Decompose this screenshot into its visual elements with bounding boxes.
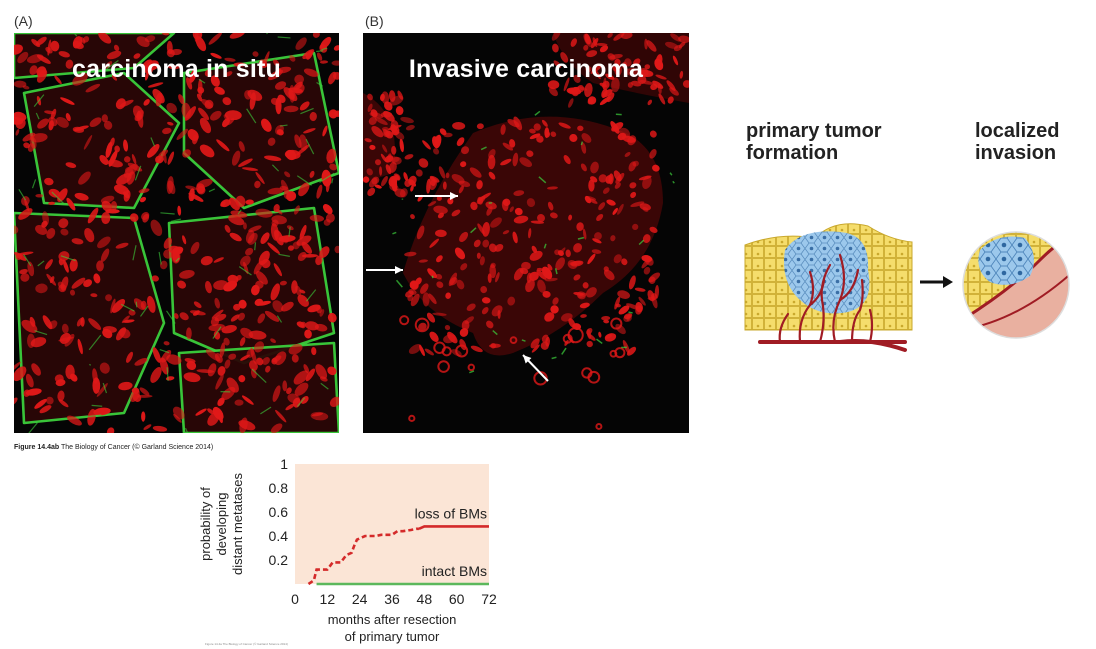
micrograph-a: carcinoma in situ <box>14 33 339 433</box>
figure-caption-text: The Biology of Cancer (© Garland Science… <box>59 444 213 451</box>
micrograph-a-image <box>14 33 339 433</box>
schematic-label-invasion: localized invasion <box>975 120 1059 164</box>
x-tick-label: 36 <box>384 591 400 607</box>
y-axis-label: probability ofdevelopingdistant metatase… <box>198 473 245 575</box>
figure-caption-number: Figure 14.4ab <box>14 444 59 451</box>
x-tick-label: 24 <box>352 591 368 607</box>
micrograph-b: Invasive carcinoma <box>363 33 689 433</box>
series-label: intact BMs <box>422 563 487 579</box>
white-arrow-icon <box>523 355 548 381</box>
x-tick-label: 72 <box>481 591 497 607</box>
x-tick-label: 48 <box>417 591 433 607</box>
primary-tumor-drawing <box>745 224 912 350</box>
y-tick-label: 1 <box>280 456 288 472</box>
arrow-icon <box>920 276 953 288</box>
y-tick-label: 0.8 <box>269 480 289 496</box>
footer-credit: Figure 14.4a The Biology of Cancer (© Ga… <box>205 642 288 646</box>
y-tick-label: 0.2 <box>269 552 289 568</box>
micrograph-b-title: Invasive carcinoma <box>363 55 689 84</box>
chart-svg: 0.2 0.4 0.6 0.8 1 0 12 24 36 48 60 72 loss of BMs i… <box>196 452 506 644</box>
schematic-label-primary: primary tumor formation <box>746 120 882 164</box>
micrograph-b-image <box>363 33 689 433</box>
x-tick-label: 60 <box>449 591 465 607</box>
figure-caption: Figure 14.4ab The Biology of Cancer (© G… <box>14 444 213 451</box>
panel-a-letter: (A) <box>14 13 33 29</box>
invasion-drawing <box>960 230 1075 340</box>
chart: 0.2 0.4 0.6 0.8 1 0 12 24 36 48 60 72 loss of BMs i… <box>196 452 506 644</box>
y-tick-label: 0.6 <box>269 504 289 520</box>
x-tick-label: 12 <box>320 591 336 607</box>
micrograph-a-title: carcinoma in situ <box>14 55 339 84</box>
x-tick-label: 0 <box>291 591 299 607</box>
panel-b-letter: (B) <box>365 13 384 29</box>
white-arrow-icon <box>366 266 403 274</box>
y-tick-label: 0.4 <box>269 528 289 544</box>
schematic-diagram <box>740 210 1085 375</box>
series-label: loss of BMs <box>415 505 487 521</box>
